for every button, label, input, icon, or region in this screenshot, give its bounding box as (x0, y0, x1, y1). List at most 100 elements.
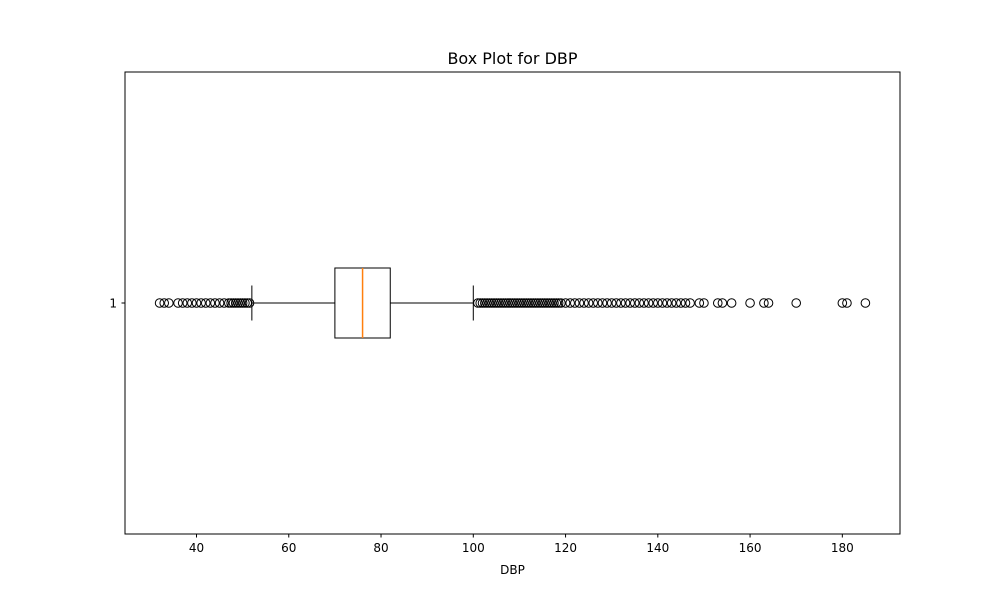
outlier-point (187, 298, 197, 308)
outlier-point (726, 298, 737, 308)
outlier-point (191, 298, 202, 308)
outlier-point (159, 298, 170, 308)
outlier-point (666, 298, 677, 308)
outlier-point (244, 298, 255, 308)
outlier-point (574, 298, 585, 308)
plot-area (154, 267, 871, 339)
x-tick-label: 40 (189, 541, 204, 555)
y-axis: 1 (109, 297, 125, 311)
outlier-point (526, 298, 536, 308)
outlier-point (154, 298, 165, 308)
outlier-point (533, 298, 543, 308)
outlier-point (475, 298, 486, 308)
outlier-point (643, 298, 654, 308)
outlier-point (521, 298, 532, 308)
outlier-point (583, 298, 594, 308)
outlier-point (242, 298, 253, 308)
outlier-point (528, 298, 539, 308)
outlier-point (240, 298, 250, 308)
outlier-point (549, 298, 559, 308)
outlier-point (173, 298, 183, 308)
outlier-point (657, 298, 668, 308)
y-tick-label: 1 (109, 297, 117, 311)
outlier-point (228, 298, 239, 308)
outlier-point (507, 298, 518, 308)
outlier-point (653, 298, 663, 308)
outlier-point (182, 298, 193, 308)
outlier-point (593, 298, 603, 308)
outlier-point (606, 298, 617, 308)
outlier-point (717, 298, 728, 308)
outlier-point (579, 298, 589, 308)
x-axis-label: DBP (500, 563, 525, 577)
outlier-point (616, 298, 626, 308)
outlier-point (611, 298, 622, 308)
outlier-point (230, 298, 241, 308)
outlier-point (629, 298, 640, 308)
outlier-point (662, 298, 672, 308)
outlier-point (505, 298, 515, 308)
outlier-point (544, 298, 555, 308)
box-series (154, 267, 871, 339)
outlier-point (699, 298, 709, 308)
outlier-point (539, 298, 550, 308)
outlier-point (473, 298, 483, 308)
outlier-point (510, 298, 520, 308)
chart-title: Box Plot for DBP (447, 49, 577, 68)
outlier-point (498, 298, 509, 308)
outlier-point (477, 298, 488, 308)
x-tick-label: 60 (281, 541, 296, 555)
outlier-point (210, 298, 220, 308)
outlier-point (551, 298, 562, 308)
outlier-point (588, 298, 599, 308)
outlier-point (597, 298, 608, 308)
outlier-point (491, 298, 502, 308)
x-tick-label: 100 (462, 541, 485, 555)
outlier-point (763, 298, 774, 308)
outlier-point (648, 298, 658, 308)
outlier-point (164, 298, 174, 308)
x-tick-label: 140 (646, 541, 669, 555)
outlier-point (680, 298, 691, 308)
outlier-point (546, 298, 557, 308)
outlier-point (214, 298, 225, 308)
outlier-point (553, 298, 564, 308)
outlier-point (523, 298, 534, 308)
outliers (154, 298, 871, 308)
outlier-point (560, 298, 571, 308)
outlier-point (484, 298, 495, 308)
outlier-point (237, 298, 248, 308)
outlier-point (514, 298, 525, 308)
outlier-point (791, 298, 802, 308)
outlier-point (542, 298, 552, 308)
outlier-point (196, 298, 206, 308)
outlier-point (842, 298, 852, 308)
outlier-point (639, 298, 649, 308)
outlier-point (480, 298, 490, 308)
outlier-point (671, 298, 682, 308)
outlier-point (519, 298, 529, 308)
outlier-point (537, 298, 548, 308)
outlier-point (837, 298, 848, 308)
outlier-point (219, 298, 229, 308)
outlier-point (556, 298, 566, 308)
x-tick-label: 160 (739, 541, 762, 555)
outlier-point (233, 298, 243, 308)
outlier-point (496, 298, 506, 308)
outlier-point (620, 298, 631, 308)
outlier-point (489, 298, 499, 308)
outlier-point (565, 298, 575, 308)
outlier-point (486, 298, 497, 308)
outlier-point (676, 298, 686, 308)
outlier-point (493, 298, 504, 308)
outlier-point (634, 298, 645, 308)
x-tick-label: 80 (373, 541, 388, 555)
outlier-point (712, 298, 723, 308)
outlier-point (602, 298, 612, 308)
outlier-point (516, 298, 527, 308)
outlier-point (530, 298, 541, 308)
outlier-point (694, 298, 705, 308)
outlier-point (200, 298, 211, 308)
